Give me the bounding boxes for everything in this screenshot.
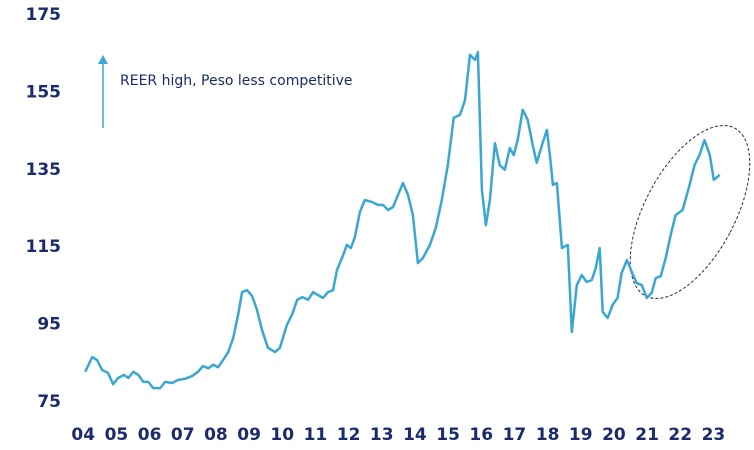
x-tick-label: 08 xyxy=(204,425,228,445)
x-tick-label: 21 xyxy=(635,425,659,445)
y-tick-label: 75 xyxy=(37,392,61,412)
x-tick-label: 14 xyxy=(403,425,427,445)
data-line xyxy=(84,50,721,390)
x-tick-label: 06 xyxy=(138,425,162,445)
x-tick-label: 19 xyxy=(569,425,593,445)
x-tick-label: 05 xyxy=(105,425,129,445)
annotation-arrowhead xyxy=(98,55,108,64)
x-tick-label: 11 xyxy=(304,425,328,445)
x-tick-label: 13 xyxy=(370,425,394,445)
x-tick-label: 18 xyxy=(536,425,560,445)
x-tick-label: 23 xyxy=(702,425,726,445)
x-tick-label: 15 xyxy=(436,425,460,445)
x-tick-label: 17 xyxy=(503,425,527,445)
annotation: REER high, Peso less competitive xyxy=(120,73,352,89)
x-tick-label: 12 xyxy=(337,425,361,445)
x-tick-label: 04 xyxy=(71,425,95,445)
x-tick-label: 16 xyxy=(469,425,493,445)
x-tick-label: 07 xyxy=(171,425,195,445)
x-tick-label: 10 xyxy=(270,425,294,445)
x-tick-label: 22 xyxy=(668,425,692,445)
x-tick-label: 20 xyxy=(602,425,626,445)
y-tick-label: 155 xyxy=(26,82,62,102)
y-tick-label: 135 xyxy=(26,160,62,180)
y-tick-label: 115 xyxy=(26,237,62,257)
y-tick-label: 95 xyxy=(37,315,61,335)
x-tick-label: 09 xyxy=(237,425,261,445)
y-tick-label: 175 xyxy=(26,5,62,25)
